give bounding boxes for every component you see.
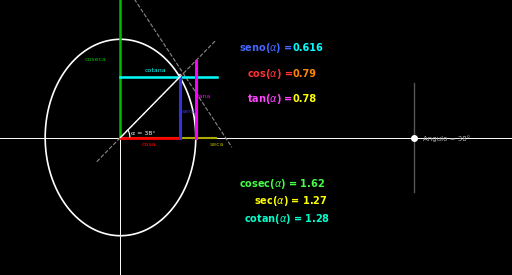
Text: sec($\alpha$) = 1.27: sec($\alpha$) = 1.27 <box>254 194 328 208</box>
Text: coseca: coseca <box>84 57 106 62</box>
Text: cotana: cotana <box>144 68 166 73</box>
Text: 0.616: 0.616 <box>293 43 324 53</box>
Text: 0.79: 0.79 <box>293 68 317 79</box>
Text: Angulo = 38°: Angulo = 38° <box>423 136 471 142</box>
Text: cotan($\alpha$) = 1.28: cotan($\alpha$) = 1.28 <box>244 212 330 226</box>
Text: seno: seno <box>181 109 196 114</box>
Text: cosa: cosa <box>141 142 156 147</box>
Text: cosec($\alpha$) = 1.62: cosec($\alpha$) = 1.62 <box>240 177 326 191</box>
Text: seno($\alpha$) =: seno($\alpha$) = <box>240 41 294 55</box>
Text: cos($\alpha$) =: cos($\alpha$) = <box>247 67 294 81</box>
Text: 0.78: 0.78 <box>293 94 317 104</box>
Text: tana: tana <box>197 94 211 99</box>
Text: α = 38°: α = 38° <box>131 131 155 136</box>
Text: tan($\alpha$) =: tan($\alpha$) = <box>247 92 294 106</box>
Text: seca: seca <box>210 142 224 147</box>
